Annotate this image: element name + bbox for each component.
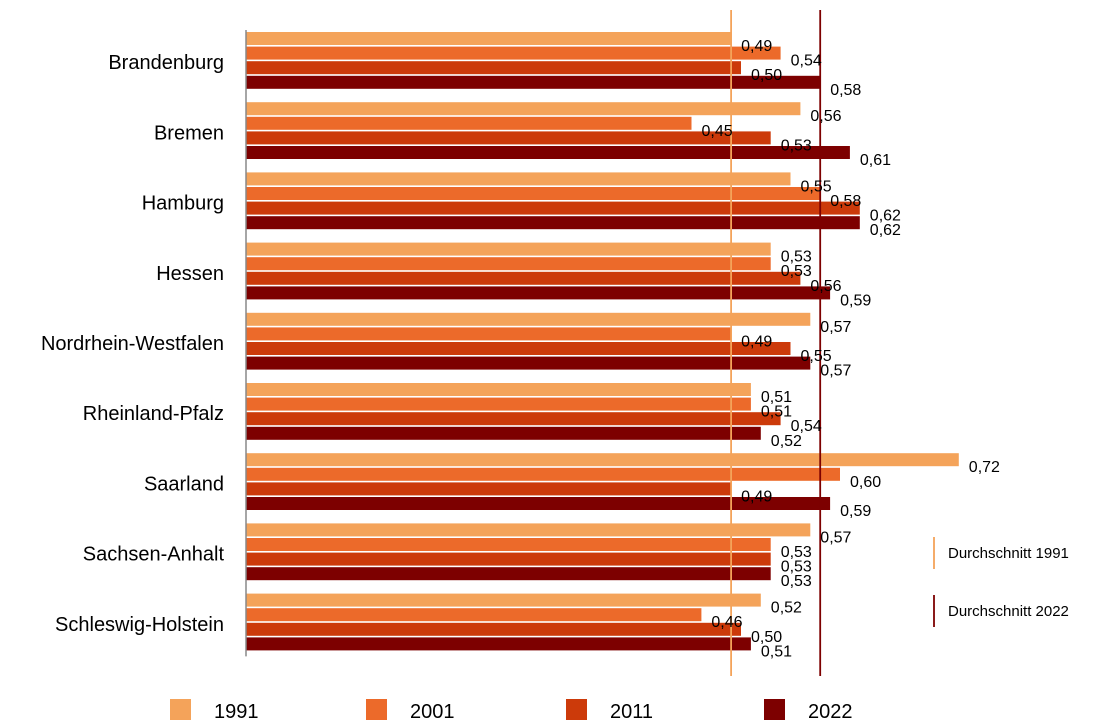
- bar-2001: [246, 608, 702, 622]
- bar-1991: [246, 523, 811, 537]
- data-label: 0,53: [781, 263, 812, 280]
- category-label: Hamburg: [142, 193, 224, 215]
- bar-2001: [246, 327, 732, 341]
- data-label: 0,54: [791, 418, 822, 435]
- bar-2001: [246, 257, 771, 271]
- data-label: 0,56: [810, 108, 841, 125]
- data-label: 0,53: [781, 559, 812, 576]
- category-label: Bremen: [154, 122, 224, 144]
- bar-2022: [246, 356, 811, 370]
- bar-2022: [246, 146, 850, 159]
- data-label: 0,51: [761, 389, 792, 406]
- data-label: 0,54: [791, 53, 822, 70]
- legend-swatch: [566, 699, 587, 720]
- category-label: Nordrhein-Westfalen: [41, 333, 224, 355]
- bar-1991: [246, 32, 732, 45]
- category-labels-group: Brandenburg Bremen Hamburg Hessen Nordrhein-…: [41, 52, 224, 636]
- data-label: 0,53: [781, 137, 812, 154]
- data-label: 0,59: [840, 503, 871, 520]
- bar-2011: [246, 412, 781, 426]
- bar-2011: [246, 131, 771, 145]
- data-label: 0,52: [771, 600, 802, 617]
- bar-2011: [246, 201, 860, 215]
- bar-2022: [246, 497, 831, 510]
- bar-1991: [246, 242, 771, 256]
- bar-2022: [246, 286, 831, 300]
- bar-2001: [246, 538, 771, 551]
- data-label: 0,49: [741, 38, 772, 55]
- bar-1991: [246, 593, 761, 607]
- value-labels-group: 0,490,540,500,580,560,450,530,610,550,58…: [702, 38, 1001, 660]
- bar-2011: [246, 482, 732, 496]
- data-label: 0,61: [860, 152, 891, 169]
- bar-2011: [246, 271, 801, 285]
- bar-2001: [246, 467, 840, 481]
- data-label: 0,55: [801, 178, 832, 195]
- data-label: 0,50: [751, 629, 782, 646]
- reference-legend-label: Durchschnitt 1991: [948, 545, 1069, 562]
- legend-label: 2001: [410, 701, 455, 723]
- legend-swatch: [366, 699, 387, 720]
- data-label: 0,72: [969, 459, 1000, 476]
- legend-label: 2011: [610, 701, 653, 723]
- category-label: Hessen: [156, 263, 224, 285]
- category-label: Saarland: [144, 473, 224, 495]
- data-label: 0,50: [751, 67, 782, 84]
- bars-group: [246, 32, 959, 651]
- bar-2001: [246, 187, 821, 200]
- data-label: 0,52: [771, 433, 802, 450]
- legend: 1991 2001 2011 2022: [170, 699, 853, 723]
- data-label: 0,51: [761, 643, 792, 660]
- data-label: 0,49: [741, 333, 772, 350]
- data-label: 0,53: [781, 544, 812, 561]
- data-label: 0,49: [741, 488, 772, 505]
- category-label: Rheinland-Pfalz: [83, 403, 224, 425]
- data-label: 0,57: [820, 319, 851, 336]
- category-label: Schleswig-Holstein: [55, 614, 224, 636]
- bar-1991: [246, 102, 801, 116]
- bar-2011: [246, 552, 771, 566]
- bar-2022: [246, 567, 771, 581]
- bar-1991: [246, 453, 959, 467]
- data-label: 0,51: [761, 404, 792, 421]
- bar-1991: [246, 312, 811, 326]
- reference-lines-group: [730, 10, 822, 676]
- data-label: 0,57: [820, 529, 851, 546]
- bar-1991: [246, 383, 751, 396]
- data-label: 0,46: [711, 614, 742, 631]
- legend-swatch: [170, 699, 191, 720]
- legend-swatch: [764, 699, 785, 720]
- reference-legend: Durchschnitt 1991 Durchschnitt 2022: [933, 537, 1069, 627]
- bar-2001: [246, 46, 781, 60]
- category-label: Brandenburg: [108, 52, 224, 74]
- data-label: 0,62: [870, 222, 901, 239]
- data-label: 0,62: [870, 208, 901, 225]
- data-label: 0,55: [801, 348, 832, 365]
- bar-2011: [246, 622, 741, 636]
- data-label: 0,58: [830, 193, 861, 210]
- reference-legend-label: Durchschnitt 2022: [948, 603, 1069, 620]
- data-label: 0,53: [781, 573, 812, 590]
- bar-2001: [246, 116, 692, 130]
- legend-label: 2022: [808, 701, 853, 723]
- data-label: 0,60: [850, 474, 881, 491]
- bar-2022: [246, 216, 860, 230]
- bar-2011: [246, 61, 741, 75]
- legend-label: 1991: [214, 701, 259, 723]
- data-label: 0,56: [810, 278, 841, 295]
- data-label: 0,57: [820, 363, 851, 380]
- data-label: 0,45: [702, 123, 733, 140]
- bar-2022: [246, 75, 821, 89]
- bar-1991: [246, 172, 791, 186]
- data-label: 0,53: [781, 249, 812, 266]
- bar-2011: [246, 342, 791, 355]
- bar-2022: [246, 426, 761, 440]
- category-label: Sachsen-Anhalt: [83, 544, 225, 566]
- data-label: 0,58: [830, 82, 861, 99]
- bar-2001: [246, 397, 751, 411]
- bar-2022: [246, 637, 751, 651]
- data-label: 0,59: [840, 292, 871, 309]
